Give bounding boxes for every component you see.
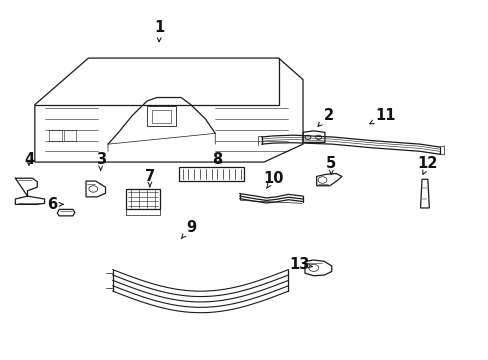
Text: 4: 4 [24,152,34,167]
Text: 8: 8 [212,152,223,167]
Text: 7: 7 [144,169,155,187]
Text: 10: 10 [263,171,284,189]
Text: 1: 1 [154,20,164,42]
Text: 2: 2 [317,108,333,126]
Text: 12: 12 [417,156,437,174]
Text: 9: 9 [181,220,196,239]
Text: 13: 13 [288,257,312,272]
Text: 5: 5 [325,156,336,174]
Text: 6: 6 [47,197,63,212]
Text: 3: 3 [95,152,105,170]
Text: 11: 11 [369,108,395,124]
